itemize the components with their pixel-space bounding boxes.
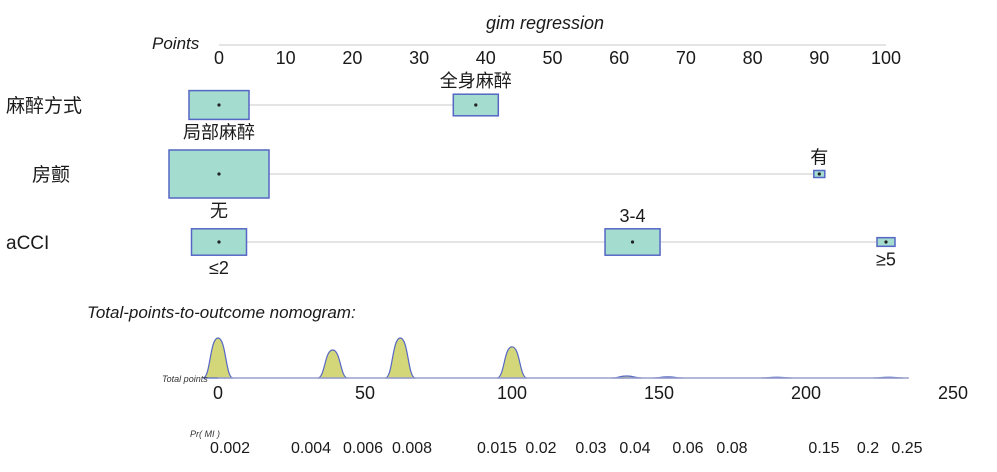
- total-points-tick-label: 150: [644, 383, 674, 403]
- level-label: ≥5: [876, 249, 896, 269]
- points-tick-label: 10: [276, 48, 296, 68]
- variable-row: 房颤无 有: [32, 148, 828, 222]
- total-points-tick-label: 0: [213, 383, 223, 403]
- points-tick-label: 20: [342, 48, 362, 68]
- level-label: 无: [210, 201, 228, 221]
- density-bump: [384, 337, 416, 379]
- total-points-tick-label: 200: [791, 383, 821, 403]
- level-point: [474, 103, 478, 107]
- probability-tick-label: 0.03: [575, 440, 606, 457]
- level-label: 局部麻醉: [183, 122, 255, 142]
- points-tick-label: 70: [676, 48, 696, 68]
- points-tick-label: 0: [214, 48, 224, 68]
- probability-tick-label: 0.25: [891, 440, 922, 457]
- probability-tick-label: 0.04: [619, 440, 650, 457]
- level-label: ≤2: [209, 258, 229, 278]
- variable-name: 房颤: [32, 164, 70, 186]
- points-tick-label: 50: [542, 48, 562, 68]
- total-points-density: [202, 337, 904, 379]
- points-tick-label: 100: [871, 48, 901, 68]
- variable-name: aCCI: [6, 233, 49, 254]
- points-tick-label: 30: [409, 48, 429, 68]
- total-points-heading: Total-points-to-outcome nomogram:: [87, 303, 356, 322]
- chart-title: gim regression: [486, 13, 604, 33]
- points-tick-label: 90: [809, 48, 829, 68]
- density-bump: [202, 337, 234, 379]
- level-point: [217, 240, 221, 244]
- total-points-axis: 0 50 100 150 200 250: [213, 377, 968, 403]
- level-point: [217, 172, 221, 176]
- probability-tick-label: 0.08: [716, 440, 747, 457]
- points-axis-label: Points: [152, 34, 200, 53]
- density-bump: [496, 346, 528, 379]
- probability-tick-label: 0.006: [343, 440, 383, 457]
- level-point: [817, 172, 821, 176]
- probability-tick-label: 0.008: [392, 440, 432, 457]
- probability-tick-label: 0.004: [291, 440, 331, 457]
- total-points-axis-label: Total points: [162, 374, 208, 384]
- points-tick-label: 80: [743, 48, 763, 68]
- total-points-tick-label: 250: [938, 383, 968, 403]
- level-point: [217, 103, 221, 107]
- level-label: 有: [810, 148, 828, 168]
- probability-tick-label: 0.2: [857, 440, 879, 457]
- probability-tick-label: 0.015: [477, 440, 517, 457]
- probability-axis-label: Pr( MI ): [190, 429, 220, 439]
- points-axis: 0 10 20 30 40 50 60 70 80 90 100: [214, 44, 901, 68]
- probability-tick-label: 0.02: [525, 440, 556, 457]
- level-point: [884, 240, 888, 244]
- level-point: [630, 240, 635, 244]
- variable-row: aCCI ≤2 3-4 ≥5: [6, 206, 896, 278]
- variable-name: 麻醉方式: [6, 95, 82, 117]
- total-points-tick-label: 100: [497, 383, 527, 403]
- probability-tick-label: 0.15: [808, 440, 839, 457]
- points-tick-label: 40: [476, 48, 496, 68]
- level-label: 3-4: [620, 206, 646, 226]
- level-label: 全身麻醉: [440, 71, 512, 91]
- points-tick-label: 60: [609, 48, 629, 68]
- total-points-tick-label: 50: [355, 383, 375, 403]
- density-bump: [317, 349, 348, 379]
- probability-tick-label: 0.06: [672, 440, 703, 457]
- probability-tick-label: 0.002: [210, 440, 250, 457]
- probability-axis: 0.002 0.004 0.006 0.008 0.015 0.02 0.03 0.04 0.0…: [210, 440, 923, 457]
